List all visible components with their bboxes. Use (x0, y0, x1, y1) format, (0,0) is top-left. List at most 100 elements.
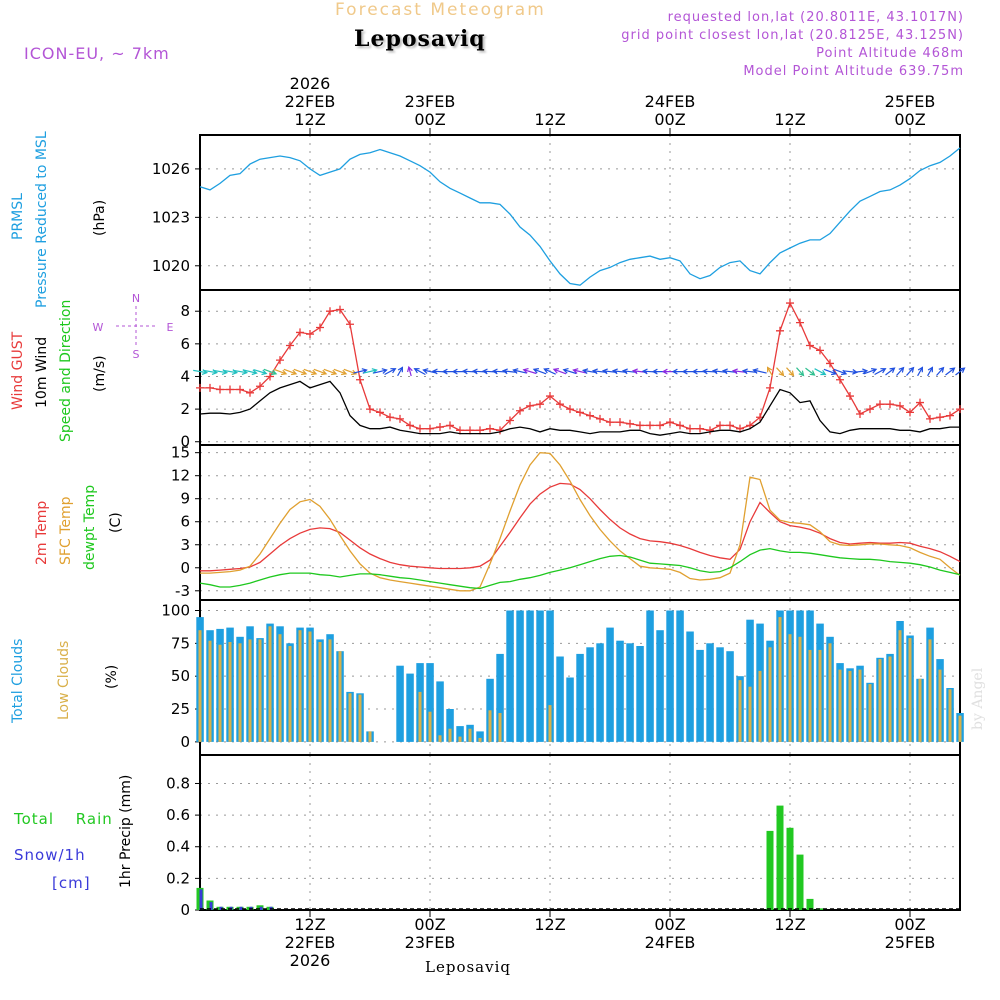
gust-marker (786, 299, 794, 308)
gust-marker (396, 414, 404, 423)
total-cloud-bar (476, 731, 484, 742)
ytick-label-clouds: 50 (171, 667, 190, 685)
gust-marker (836, 375, 844, 384)
gust-marker (316, 323, 324, 332)
grid-point-coords: grid point closest lon,lat (20.8125E, 43… (621, 28, 964, 43)
total-cloud-bar (636, 646, 644, 742)
low-cloud-bar (198, 630, 202, 742)
gust-marker (816, 346, 824, 355)
wind-direction-arrow (776, 367, 785, 377)
gust-marker (916, 398, 924, 407)
gust-marker (826, 359, 834, 368)
total-cloud-bar (546, 610, 554, 742)
wind-direction-arrow (323, 368, 338, 376)
low-cloud-bar (498, 713, 502, 742)
low-cloud-bar (458, 736, 462, 742)
wind-direction-arrow (805, 367, 816, 376)
wind-direction-arrow (532, 368, 547, 375)
gust-marker (696, 424, 704, 433)
gust-marker (576, 408, 584, 417)
total-cloud-bar (396, 665, 404, 742)
location-title: Leposaviq (354, 26, 486, 52)
footer-location: Leposaviq (425, 958, 511, 976)
xtick-label-bottom: 12Z (534, 915, 565, 934)
wind-direction-arrow (353, 368, 368, 374)
rain-bar (806, 898, 814, 910)
snow-bar (209, 902, 213, 910)
gust-marker (596, 414, 604, 423)
gust-marker (306, 330, 314, 339)
gust-marker (806, 341, 814, 350)
wind-direction-arrow (552, 368, 567, 375)
wind-direction-arrow (896, 366, 905, 376)
total-cloud-bar (696, 649, 704, 742)
gust-marker (286, 341, 294, 350)
low-cloud-bar (548, 705, 552, 742)
low-cloud-bar (338, 651, 342, 742)
gust-marker (686, 424, 694, 433)
gust-marker (926, 414, 934, 423)
low-cloud-bar (958, 715, 962, 742)
gust-marker (616, 418, 624, 427)
total-cloud-bar (446, 709, 454, 742)
xtick-label-top: 2026 (290, 74, 331, 93)
gust-marker (446, 421, 454, 430)
gust-marker (776, 326, 784, 335)
gust-marker (886, 400, 894, 409)
gust-marker (366, 405, 374, 414)
gust-marker (606, 418, 614, 427)
xtick-label-top: 12Z (294, 110, 325, 129)
low-cloud-bar (358, 694, 362, 742)
low-cloud-bar (228, 642, 232, 742)
ytick-label-temperature: 6 (180, 513, 190, 531)
ytick-label-temperature: -3 (175, 582, 190, 600)
temp-line-2 (199, 547, 961, 590)
wind-direction-arrow (333, 368, 348, 376)
rain-bar (776, 805, 784, 910)
gust-marker (496, 426, 504, 435)
wind-direction-arrow (384, 368, 397, 376)
low-cloud-bar (738, 680, 742, 742)
gust-marker (666, 418, 674, 427)
ytick-label-precip: 0 (180, 901, 190, 919)
gust-marker (386, 413, 394, 422)
low-cloud-bar (308, 631, 312, 742)
total-cloud-bar (516, 610, 524, 742)
gust-marker (216, 385, 224, 394)
wind-direction-arrow (945, 367, 956, 376)
wind-direction-arrow (522, 368, 537, 375)
low-cloud-bar (888, 656, 892, 742)
gust-marker (236, 385, 244, 394)
low-cloud-bar (208, 640, 212, 742)
wind-direction-arrow (741, 368, 757, 375)
compass-rose-icon (116, 306, 156, 346)
gust-marker (226, 385, 234, 394)
low-cloud-bar (808, 649, 812, 742)
low-cloud-bar (438, 735, 442, 742)
gust-marker (876, 400, 884, 409)
model-label: ICON-EU, ~ 7km (24, 44, 170, 63)
total-cloud-bar (556, 656, 564, 742)
low-cloud-bar (278, 634, 282, 742)
gust-marker (546, 392, 554, 401)
gust-marker (716, 421, 724, 430)
low-cloud-bar (218, 644, 222, 742)
total-cloud-bar (436, 681, 444, 742)
ytick-label-precip: 0.6 (166, 806, 190, 824)
xtick-label-top: 12Z (534, 110, 565, 129)
ytick-label-temperature: 3 (180, 536, 190, 554)
xtick-label-bottom: 2026 (290, 951, 331, 970)
low-cloud-bar (268, 626, 272, 742)
gust-marker (646, 421, 654, 430)
gust-marker (956, 405, 964, 414)
low-cloud-bar (418, 691, 422, 742)
total-cloud-bar (716, 647, 724, 742)
low-cloud-bar (318, 642, 322, 742)
rain-bar (766, 830, 774, 910)
total-cloud-bar (426, 663, 434, 742)
subtitle: Forecast Meteogram (335, 0, 546, 20)
low-cloud-bar (778, 617, 782, 742)
xtick-label-top: 23FEB (405, 92, 456, 111)
panel-frame-wind (199, 289, 961, 446)
